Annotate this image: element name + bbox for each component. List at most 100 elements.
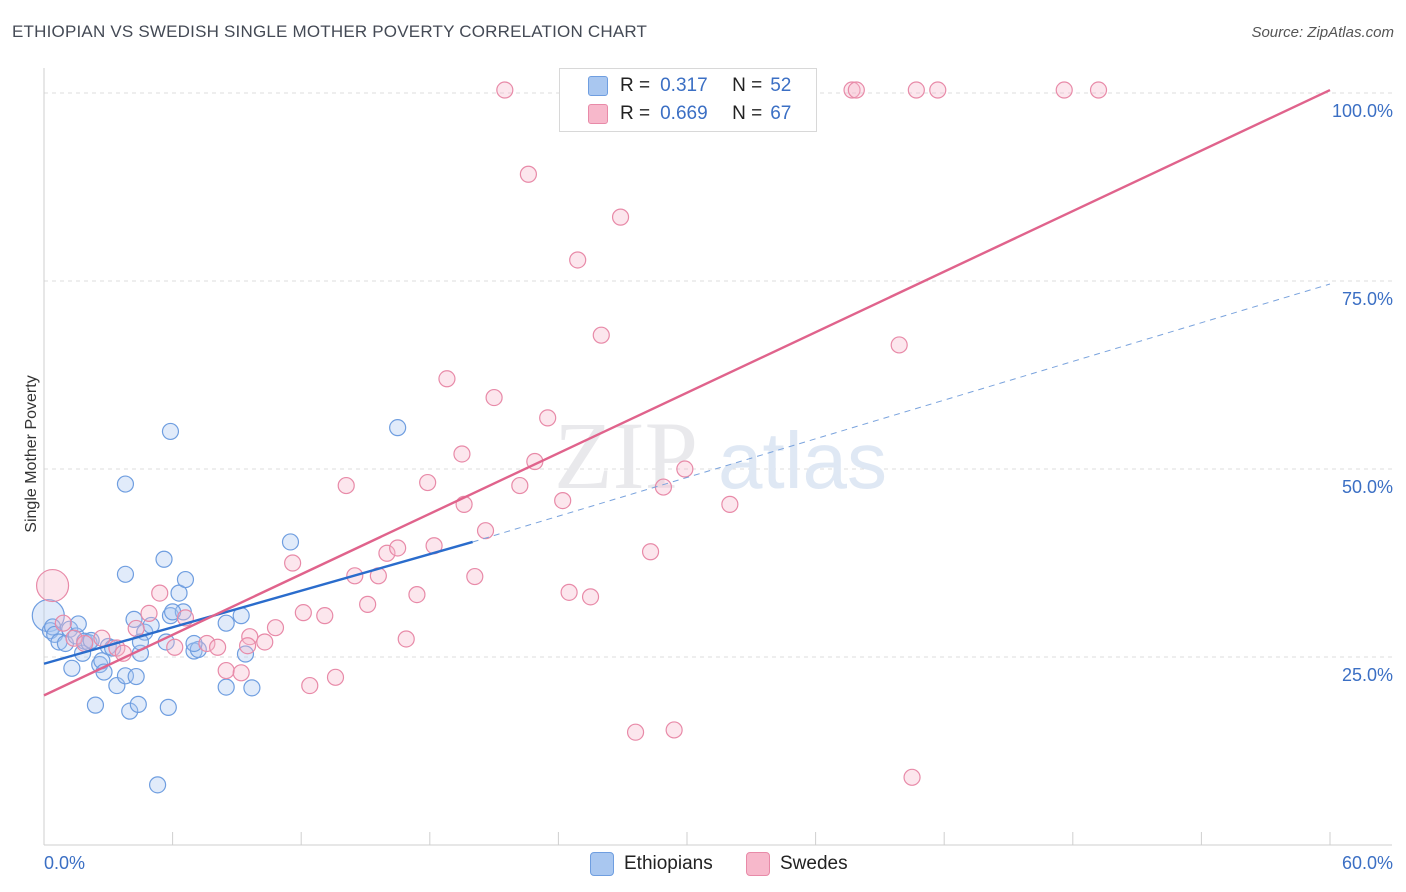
legend-n-label: N = [732, 75, 763, 96]
x-tick-label: 60.0% [1342, 853, 1393, 873]
y-tick-label: 25.0% [1342, 665, 1393, 685]
data-point [1055, 81, 1073, 99]
data-point [485, 388, 503, 407]
legend-r-label: R = [620, 75, 651, 96]
series-legend: Ethiopians Swedes [0, 852, 1406, 878]
data-point [108, 676, 126, 695]
data-point [217, 614, 235, 632]
legend-item-swedes[interactable]: Swedes [746, 852, 848, 876]
y-tick-label: 50.0% [1342, 477, 1393, 497]
data-point [438, 370, 456, 388]
data-point [127, 619, 145, 638]
data-point [61, 620, 79, 638]
grid-lines [44, 92, 1392, 658]
data-point [539, 409, 557, 427]
legend-r-value: 0.317 [660, 75, 708, 96]
data-point [239, 637, 257, 655]
data-point [232, 664, 250, 682]
data-point [665, 721, 683, 739]
data-point [592, 326, 610, 344]
data-point [86, 696, 105, 714]
watermark-atlas: atlas [718, 416, 887, 505]
data-point [301, 676, 319, 695]
data-point [476, 522, 495, 540]
legend-label-ethiopians: Ethiopians [624, 853, 713, 874]
data-point [93, 629, 111, 647]
data-point [554, 492, 572, 510]
legend-swatch-swedes [588, 104, 608, 124]
data-point [408, 585, 426, 604]
series-ethiopians [31, 419, 407, 794]
data-point [378, 544, 396, 562]
data-point [116, 565, 135, 583]
data-point [217, 661, 235, 680]
data-point [217, 678, 235, 696]
data-point [294, 604, 312, 622]
data-point [148, 776, 167, 794]
data-point [496, 81, 514, 99]
data-point [63, 659, 81, 677]
data-point [519, 165, 537, 183]
legend-swatch-swedes [746, 852, 770, 876]
data-point [1089, 81, 1108, 99]
data-point [929, 81, 947, 99]
data-point [176, 570, 195, 589]
data-point [76, 634, 94, 653]
axes [43, 68, 1392, 846]
legend-row-ethiopians: R = 0.317 N = 52 [588, 74, 791, 98]
data-point [65, 629, 83, 647]
data-point [161, 422, 180, 441]
chart-title: ETHIOPIAN VS SWEDISH SINGLE MOTHER POVER… [12, 22, 648, 41]
legend-item-ethiopians[interactable]: Ethiopians [590, 852, 713, 876]
data-point [419, 473, 437, 492]
data-point [890, 336, 908, 354]
data-point [54, 614, 72, 632]
legend-r-label: R = [620, 103, 651, 124]
data-point [560, 583, 578, 601]
data-point [389, 539, 407, 557]
data-point [256, 633, 274, 651]
data-point [185, 634, 203, 653]
y-axis-title: Single Mother Poverty [23, 375, 40, 533]
correlation-legend: R = 0.317 N = 52 R = 0.669 N = 67 [559, 68, 817, 132]
legend-label-swedes: Swedes [780, 853, 848, 874]
data-point [166, 638, 184, 656]
legend-row-swedes: R = 0.669 N = 67 [588, 102, 791, 126]
data-point [243, 679, 261, 697]
data-point [69, 615, 87, 633]
data-point [198, 634, 216, 653]
trend-lines [43, 88, 1331, 697]
data-point [209, 638, 227, 656]
source-credit: Source: ZipAtlas.com [1251, 24, 1394, 41]
legend-swatch-ethiopians [588, 76, 608, 96]
data-point [281, 533, 300, 551]
data-point [903, 768, 921, 786]
x-tick-label: 0.0% [44, 853, 85, 873]
data-point [611, 208, 630, 226]
data-point [159, 698, 177, 716]
data-point [284, 554, 302, 572]
data-point [359, 595, 377, 613]
data-point [581, 588, 600, 606]
legend-n-value: 67 [770, 103, 792, 124]
data-point [907, 81, 925, 99]
legend-r-value: 0.669 [660, 103, 708, 124]
data-point [35, 568, 70, 603]
data-point [140, 604, 158, 622]
legend-n-value: 52 [770, 75, 792, 96]
data-point [389, 419, 407, 437]
data-point [511, 476, 529, 495]
data-point [121, 702, 139, 720]
data-point [569, 251, 587, 269]
data-point [129, 695, 147, 713]
legend-swatch-ethiopians [590, 852, 614, 876]
data-point [654, 478, 673, 496]
data-point [676, 460, 694, 478]
y-tick-label: 100.0% [1332, 101, 1393, 121]
data-point [316, 607, 334, 625]
data-point [843, 81, 861, 99]
data-point [326, 668, 345, 686]
data-point [453, 445, 471, 463]
trend-line-ethiopians [43, 540, 473, 665]
